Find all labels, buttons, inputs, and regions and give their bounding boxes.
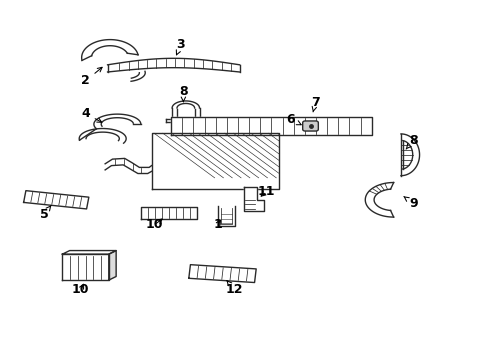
Polygon shape [108, 251, 116, 280]
Text: 5: 5 [40, 206, 51, 221]
Text: 10: 10 [145, 219, 163, 231]
Text: 3: 3 [176, 39, 185, 55]
Text: 8: 8 [179, 85, 187, 102]
Text: 12: 12 [225, 280, 243, 296]
Text: 4: 4 [81, 107, 102, 122]
Text: 11: 11 [257, 185, 275, 198]
Text: 8: 8 [405, 134, 417, 149]
Text: 2: 2 [81, 67, 102, 87]
Polygon shape [141, 207, 196, 219]
Polygon shape [188, 265, 256, 283]
Text: 9: 9 [403, 197, 417, 210]
Text: 10: 10 [72, 283, 89, 296]
Polygon shape [62, 254, 108, 280]
Text: 6: 6 [286, 113, 301, 126]
Polygon shape [151, 133, 278, 189]
Polygon shape [62, 251, 116, 254]
Polygon shape [244, 187, 264, 211]
FancyBboxPatch shape [302, 121, 318, 131]
Text: 7: 7 [310, 96, 319, 112]
Text: 1: 1 [213, 219, 222, 231]
Polygon shape [171, 117, 371, 135]
Polygon shape [23, 191, 89, 209]
